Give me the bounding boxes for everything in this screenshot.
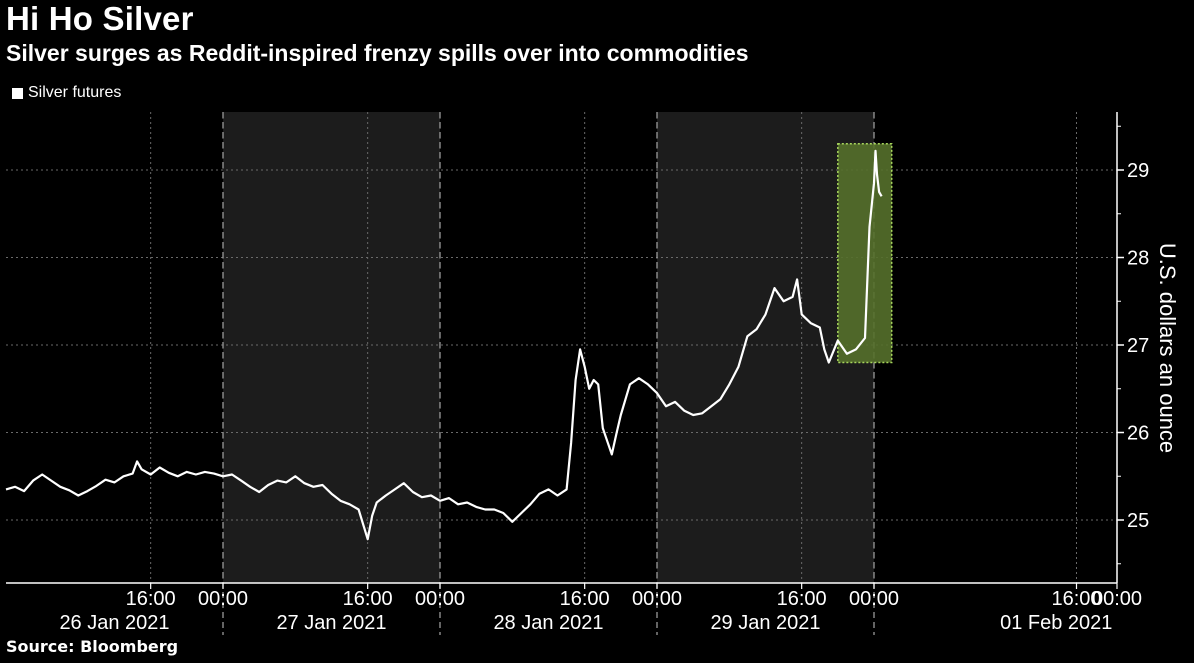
chart-title: Hi Ho Silver — [6, 0, 194, 37]
shaded-range-1 — [223, 112, 440, 583]
day-separators — [222, 112, 875, 635]
y-tick-label-26: 26 — [1127, 423, 1149, 445]
y-axis-label: U.S. dollars an ounce — [1155, 243, 1180, 453]
x-tick-label-4: 00:00 — [415, 588, 465, 610]
x-date-label-1: 26 Jan 2021 — [59, 612, 169, 634]
y-tick-label-25: 25 — [1127, 510, 1149, 532]
x-date-label-3: 28 Jan 2021 — [493, 612, 603, 634]
source-note: Source: Bloomberg — [6, 637, 179, 656]
axes — [6, 112, 1124, 589]
shaded-days — [223, 112, 874, 583]
x-tick-label-10: 00:00 — [1092, 588, 1142, 610]
legend: Silver futures — [12, 84, 121, 102]
y-tick-label-27: 27 — [1127, 335, 1149, 357]
legend-swatch — [12, 87, 23, 99]
x-date-labels: 26 Jan 2021 27 Jan 2021 28 Jan 2021 29 Jan … — [59, 612, 1112, 634]
x-tick-label-9: 16:00 — [1051, 588, 1101, 610]
legend-label: Silver futures — [28, 84, 122, 101]
x-date-label-2: 27 Jan 2021 — [276, 612, 386, 634]
horizontal-gridlines — [6, 169, 1117, 521]
x-tick-label-1: 16:00 — [126, 588, 176, 610]
x-date-label-5: 01 Feb 2021 — [1000, 612, 1112, 634]
y-tick-labels: 25 26 27 28 29 — [1127, 160, 1149, 532]
series-line-silver-futures — [5, 149, 883, 541]
x-tick-label-8: 00:00 — [849, 588, 899, 610]
x-tick-label-7: 16:00 — [777, 588, 827, 610]
y-tick-label-28: 28 — [1127, 248, 1149, 270]
x-tick-label-3: 16:00 — [343, 588, 393, 610]
x-tick-label-2: 00:00 — [198, 588, 248, 610]
x-tick-label-5: 16:00 — [560, 588, 610, 610]
x-tick-labels: 16:00 00:00 16:00 00:00 16:00 00:00 16:00 00:00… — [126, 588, 1142, 610]
y-tick-label-29: 29 — [1127, 160, 1149, 182]
x-date-label-4: 29 Jan 2021 — [710, 612, 820, 634]
x-tick-label-6: 00:00 — [632, 588, 682, 610]
chart-subtitle: Silver surges as Reddit-inspired frenzy … — [6, 40, 749, 66]
